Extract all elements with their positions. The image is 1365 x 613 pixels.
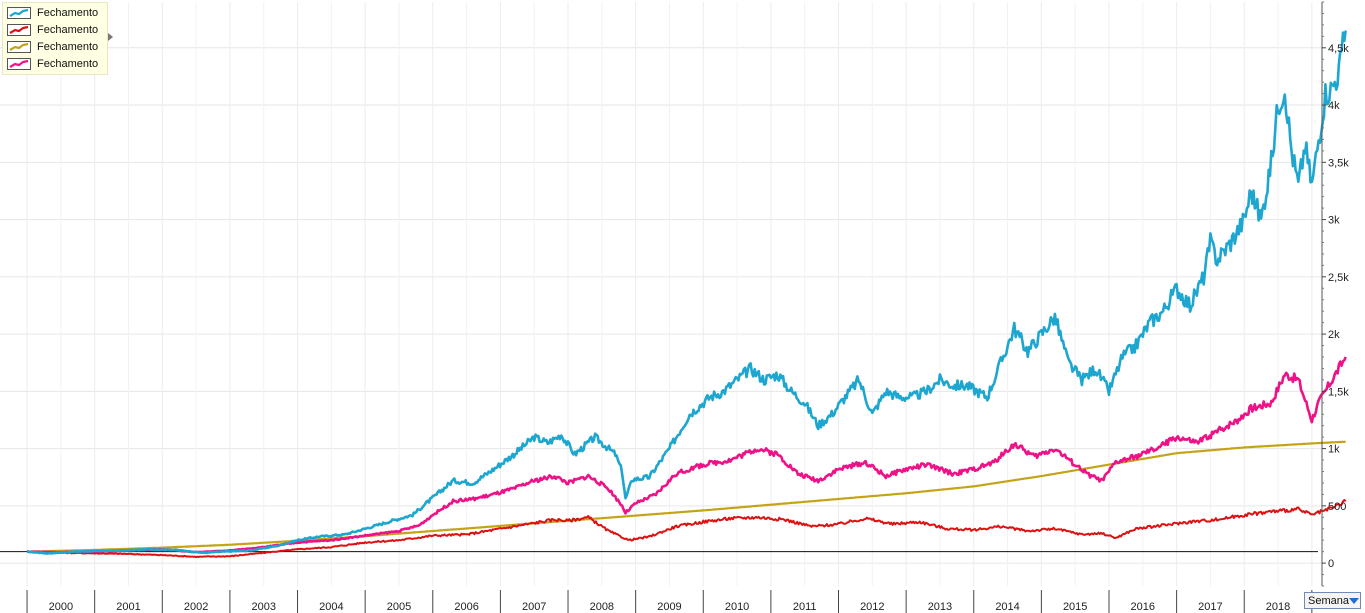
legend-expand-arrow-icon[interactable]	[108, 33, 113, 41]
period-select-label: Semana	[1308, 594, 1349, 607]
x-tick-label: 2002	[184, 601, 208, 613]
legend-swatch-1	[7, 6, 31, 19]
legend-label-1: Fechamento	[37, 6, 99, 19]
legend-swatch-4	[7, 57, 31, 70]
x-tick-label: 2013	[928, 601, 952, 613]
x-axis-ticks: 2000 2001 2002 2003 2004 2005 2006 2007 2008 2009…	[26, 590, 1313, 613]
x-tick-label: 2012	[860, 601, 884, 613]
y-tick-label: 3k	[1328, 215, 1340, 227]
x-tick-label: 2010	[725, 601, 749, 613]
y-tick-label: 4,5k	[1328, 43, 1349, 55]
y-tick-label: 2,5k	[1328, 272, 1349, 284]
x-tick-label: 2003	[251, 601, 275, 613]
y-tick-label: 4k	[1328, 100, 1340, 112]
legend-item-4[interactable]: Fechamento	[3, 55, 107, 72]
gridlines	[0, 2, 1322, 586]
x-tick-label: 2004	[319, 601, 343, 613]
legend[interactable]: Fechamento Fechamento Fechamento Fechame…	[2, 2, 113, 75]
x-tick-label: 2015	[1063, 601, 1087, 613]
y-tick-label: 3,5k	[1328, 157, 1349, 169]
x-tick-label: 2014	[995, 601, 1019, 613]
legend-swatch-2	[7, 23, 31, 36]
y-tick-label: 500	[1328, 501, 1346, 513]
legend-label-3: Fechamento	[37, 40, 99, 53]
x-tick-label: 2008	[590, 601, 614, 613]
series-line-3	[27, 440, 1346, 553]
x-tick-label: 2000	[49, 601, 73, 613]
y-tick-label: 0	[1328, 558, 1334, 570]
series-line-1	[26, 30, 1347, 555]
x-tick-label: 2018	[1266, 601, 1290, 613]
x-tick-label: 2017	[1198, 601, 1222, 613]
x-tick-label: 2011	[793, 601, 817, 613]
x-tick-label: 2006	[454, 601, 478, 613]
x-tick-label: 2016	[1131, 601, 1155, 613]
series-line-2	[26, 499, 1347, 559]
y-tick-label: 2k	[1328, 329, 1340, 341]
x-tick-label: 2005	[387, 601, 411, 613]
y-tick-label: 1,5k	[1328, 386, 1349, 398]
dropdown-arrow-icon	[1348, 597, 1359, 604]
legend-label-4: Fechamento	[37, 57, 99, 70]
y-tick-label: 1k	[1328, 444, 1340, 456]
period-select[interactable]: Semana	[1304, 592, 1361, 609]
y-axis-ticks: 0 500 1k 1,5k 2k 2,5k 3k 3,5k 4k 4,5k	[1322, 1, 1349, 587]
x-tick-label: 2001	[116, 601, 140, 613]
legend-swatch-3	[7, 40, 31, 53]
x-tick-label: 2007	[522, 601, 546, 613]
legend-item-3[interactable]: Fechamento	[3, 38, 107, 55]
series-lines	[26, 30, 1347, 559]
series-line-4	[27, 356, 1347, 554]
x-tick-label: 2009	[657, 601, 681, 613]
legend-item-1[interactable]: Fechamento	[3, 4, 107, 21]
legend-item-2[interactable]: Fechamento	[3, 21, 107, 38]
legend-label-2: Fechamento	[37, 23, 99, 36]
